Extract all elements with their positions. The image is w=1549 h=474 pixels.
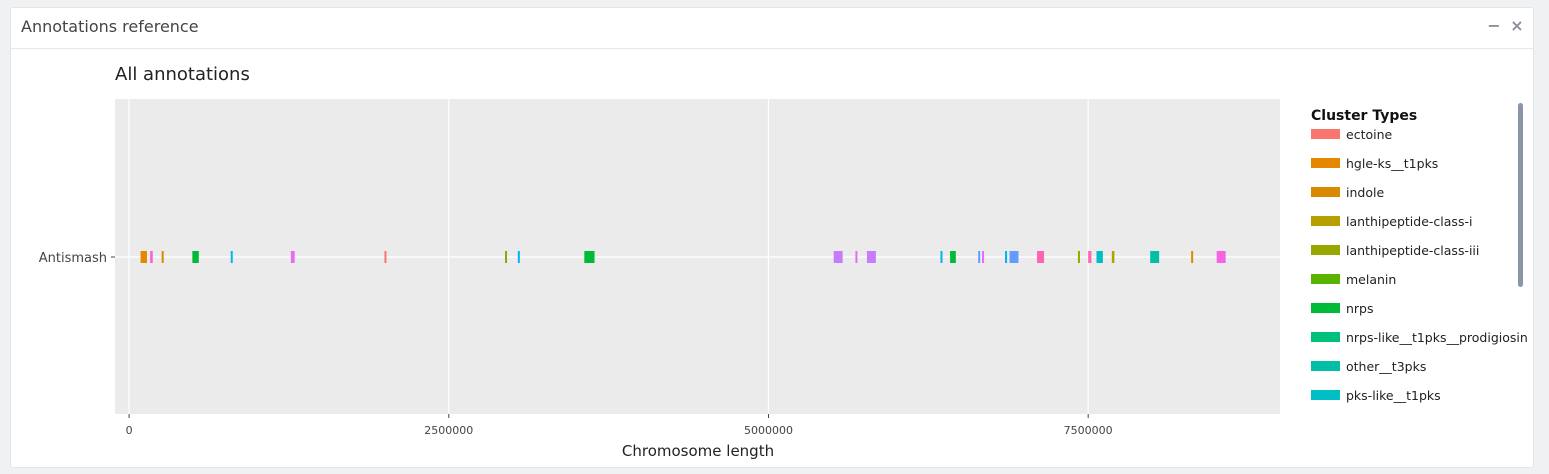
x-tick-label: 7500000 [1064, 424, 1113, 437]
legend-scrollbar[interactable] [1518, 103, 1523, 287]
close-icon[interactable]: × [1510, 16, 1524, 35]
legend-swatch [1311, 129, 1340, 139]
annotations-chart: All annotations 0 2500000 5000000 7500000 An… [39, 64, 1528, 460]
annotation-region[interactable] [290, 251, 295, 263]
minimize-icon[interactable]: − [1487, 16, 1501, 35]
annotation-region[interactable] [982, 251, 985, 263]
annotation-region[interactable] [1096, 251, 1103, 263]
annotation-region[interactable] [1009, 251, 1019, 263]
legend-item-label: lanthipeptide-class-i [1346, 214, 1472, 229]
legend-item-label: nrps [1346, 301, 1374, 316]
legend-swatch [1311, 187, 1340, 197]
annotations-panel: Annotations reference − × All annotation… [10, 7, 1534, 468]
annotation-region[interactable] [1077, 251, 1080, 263]
legend-swatch [1311, 274, 1340, 284]
panel-header: Annotations reference − × [11, 8, 1533, 49]
annotation-region[interactable] [978, 251, 981, 263]
x-tick-label: 0 [126, 424, 133, 437]
legend-swatch [1311, 303, 1340, 313]
chart-title: All annotations [115, 64, 250, 85]
plot-area: 0 2500000 5000000 7500000 Antismash [39, 99, 1280, 437]
legend-item-label: melanin [1346, 272, 1396, 287]
annotation-region[interactable] [505, 251, 508, 263]
annotation-region[interactable] [1111, 251, 1115, 263]
legend-swatch [1311, 158, 1340, 168]
annotation-region[interactable] [584, 251, 595, 263]
annotation-region[interactable] [950, 251, 956, 263]
annotation-region[interactable] [940, 251, 943, 263]
annotation-region[interactable] [161, 251, 164, 263]
x-tick-label: 2500000 [424, 424, 473, 437]
legend-swatch [1311, 332, 1340, 342]
annotation-region[interactable] [855, 251, 858, 263]
x-tick-label: 5000000 [744, 424, 793, 437]
legend-swatch [1311, 216, 1340, 226]
annotation-region[interactable] [192, 251, 199, 263]
legend-item-label: indole [1346, 185, 1384, 200]
annotation-region[interactable] [1216, 251, 1226, 263]
annotation-region[interactable] [1037, 251, 1045, 263]
annotation-region[interactable] [866, 251, 876, 263]
legend-title: Cluster Types [1311, 108, 1417, 124]
legend-swatch [1311, 361, 1340, 371]
legend-item-label: hgle-ks__t1pks [1346, 156, 1438, 171]
legend-item-label: pks-like__t1pks [1346, 388, 1441, 403]
legend-item-label: ectoine [1346, 127, 1393, 142]
legend-swatch [1311, 390, 1340, 400]
annotation-region[interactable] [140, 251, 147, 263]
legend-item-label: lanthipeptide-class-iii [1346, 243, 1479, 258]
y-tick-label: Antismash [39, 251, 107, 266]
panel-title: Annotations reference [21, 17, 199, 36]
annotation-region[interactable] [384, 251, 387, 263]
annotation-region[interactable] [1150, 251, 1160, 263]
annotation-region[interactable] [833, 251, 843, 263]
legend-item-label: nrps-like__t1pks__prodigiosin [1346, 330, 1528, 345]
legend-item-label: other__t3pks [1346, 359, 1426, 374]
annotation-region[interactable] [150, 251, 153, 263]
annotation-region[interactable] [1088, 251, 1092, 263]
annotation-region[interactable] [1191, 251, 1194, 263]
legend-swatch [1311, 245, 1340, 255]
annotation-region[interactable] [230, 251, 233, 263]
annotation-region[interactable] [517, 251, 520, 263]
x-axis-label: Chromosome length [622, 442, 774, 460]
annotation-region[interactable] [1005, 251, 1008, 263]
